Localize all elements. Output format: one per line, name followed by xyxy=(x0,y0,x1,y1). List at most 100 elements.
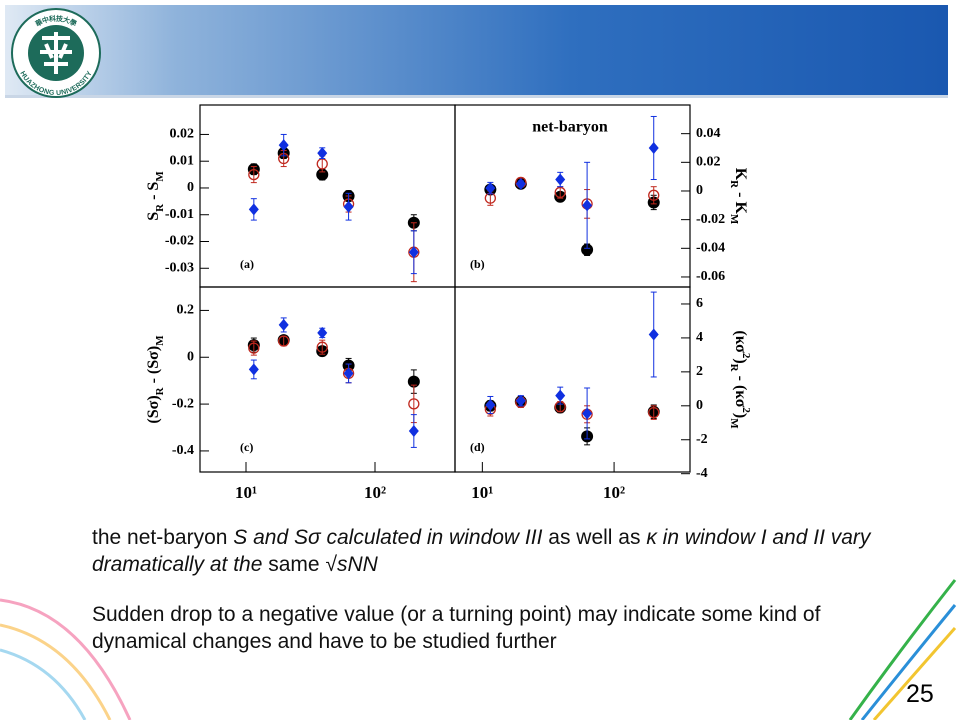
bullet-run: Sudden drop to a negative value (or a tu… xyxy=(92,603,821,653)
y-tick-label: -4 xyxy=(696,466,708,481)
corner-arcs xyxy=(0,579,957,720)
y-axis-label: (Sσ)R - (Sσ)M xyxy=(145,335,166,424)
y-axis-label-part: 2 xyxy=(740,353,752,359)
y-axis-label-part: K xyxy=(732,168,749,181)
point xyxy=(648,328,659,341)
point xyxy=(407,375,420,388)
y-axis-label-part: R xyxy=(154,386,166,395)
point xyxy=(582,199,593,212)
point xyxy=(316,341,328,353)
point xyxy=(485,182,496,195)
point xyxy=(278,139,289,152)
point xyxy=(648,189,660,201)
x-tick-label: 10² xyxy=(364,483,386,502)
y-tick-label: 0.01 xyxy=(170,153,195,168)
y-tick-label: 0.04 xyxy=(696,126,721,141)
point xyxy=(278,318,289,331)
point xyxy=(408,246,419,259)
panel-label: (a) xyxy=(240,257,254,271)
bullet-run: the net-baryon xyxy=(92,526,234,549)
logo-emblem xyxy=(40,32,72,74)
point xyxy=(648,141,659,154)
point xyxy=(343,200,354,213)
bullet-2: Sudden drop to a negative value (or a tu… xyxy=(92,601,872,655)
point xyxy=(248,342,260,354)
y-axis-label-part: M xyxy=(728,214,740,225)
point xyxy=(554,186,566,199)
point xyxy=(278,335,290,347)
y-axis-label-part: - (Sσ) xyxy=(145,346,162,388)
y-tick-label: -0.2 xyxy=(172,396,194,411)
point xyxy=(317,147,328,160)
point xyxy=(317,326,328,339)
y-tick-label: -0.06 xyxy=(696,269,725,284)
y-tick-label: -2 xyxy=(696,432,708,447)
y-tick-label: -0.02 xyxy=(696,212,725,227)
panel-frame xyxy=(454,286,691,473)
y-axis-label-part: S xyxy=(145,212,162,221)
panel-frame xyxy=(199,104,456,288)
y-axis-label-part: ) xyxy=(732,358,749,363)
point xyxy=(555,389,566,402)
y-axis-label-part: - K xyxy=(732,188,749,214)
bullet-run: as well as xyxy=(542,526,647,549)
y-tick-label: 2 xyxy=(696,364,703,379)
y-axis-label-part: R xyxy=(728,364,740,373)
y-axis-label-part: M xyxy=(728,418,740,429)
y-axis-label-part: (κσ xyxy=(732,330,749,353)
point xyxy=(248,203,259,216)
y-axis-label-part: (Sσ) xyxy=(145,395,162,423)
y-tick-label: -0.04 xyxy=(696,241,725,256)
y-tick-label: -0.01 xyxy=(165,207,194,222)
point xyxy=(582,407,593,420)
panel-label: (d) xyxy=(470,440,485,454)
point xyxy=(343,367,354,380)
panel-label: (c) xyxy=(240,440,253,454)
page-number: 25 xyxy=(906,680,934,708)
bullet-run: S and Sσ calculated in window III xyxy=(233,526,543,549)
y-tick-label: 0.02 xyxy=(170,127,195,142)
point xyxy=(555,173,566,186)
y-axis-label: (κσ2)R - (κσ2)M xyxy=(728,330,752,429)
bullet-run: same √ xyxy=(262,553,337,576)
annotation: net-baryon xyxy=(532,119,608,136)
point xyxy=(515,177,526,190)
y-tick-label: 0 xyxy=(696,398,703,413)
bullet-1: the net-baryon S and Sσ calculated in wi… xyxy=(92,524,872,578)
y-axis-label: KR - KM xyxy=(728,168,749,225)
point xyxy=(248,363,259,376)
y-axis-label-part: M xyxy=(154,335,166,346)
y-tick-label: 0 xyxy=(696,183,703,198)
bullet-run: κ in window I and II vary dramatically a… xyxy=(92,526,871,576)
y-axis-label-part: 2 xyxy=(740,407,752,413)
y-tick-label: -0.03 xyxy=(165,260,194,275)
x-tick-label: 10¹ xyxy=(235,483,257,502)
y-tick-label: -0.4 xyxy=(172,443,194,458)
y-axis-label: SR - SM xyxy=(145,171,166,221)
y-axis-label-part: - S xyxy=(145,182,162,204)
logo-ring-top: 華中科技大學 xyxy=(34,13,79,28)
point xyxy=(648,406,660,419)
header-rule xyxy=(5,95,948,98)
x-tick-label: 10² xyxy=(603,483,625,502)
y-axis-label-part: R xyxy=(154,203,166,212)
bullet-run: sNN xyxy=(336,553,378,576)
point xyxy=(248,168,260,181)
y-tick-label: 0.02 xyxy=(696,155,721,170)
y-tick-label: -0.02 xyxy=(165,234,194,249)
y-axis-label-part: M xyxy=(154,171,166,182)
header-band xyxy=(5,5,948,95)
point xyxy=(581,243,594,256)
y-tick-label: 6 xyxy=(696,296,703,311)
y-axis-label-part: ) xyxy=(732,413,749,418)
logo-ring-top-text: 華中科技大學 xyxy=(34,13,79,28)
point xyxy=(408,425,419,438)
point xyxy=(485,398,496,411)
y-axis-label-part: - (κσ xyxy=(732,372,749,408)
panel-label: (b) xyxy=(470,257,485,271)
point xyxy=(408,398,420,410)
y-tick-label: 4 xyxy=(696,330,703,345)
